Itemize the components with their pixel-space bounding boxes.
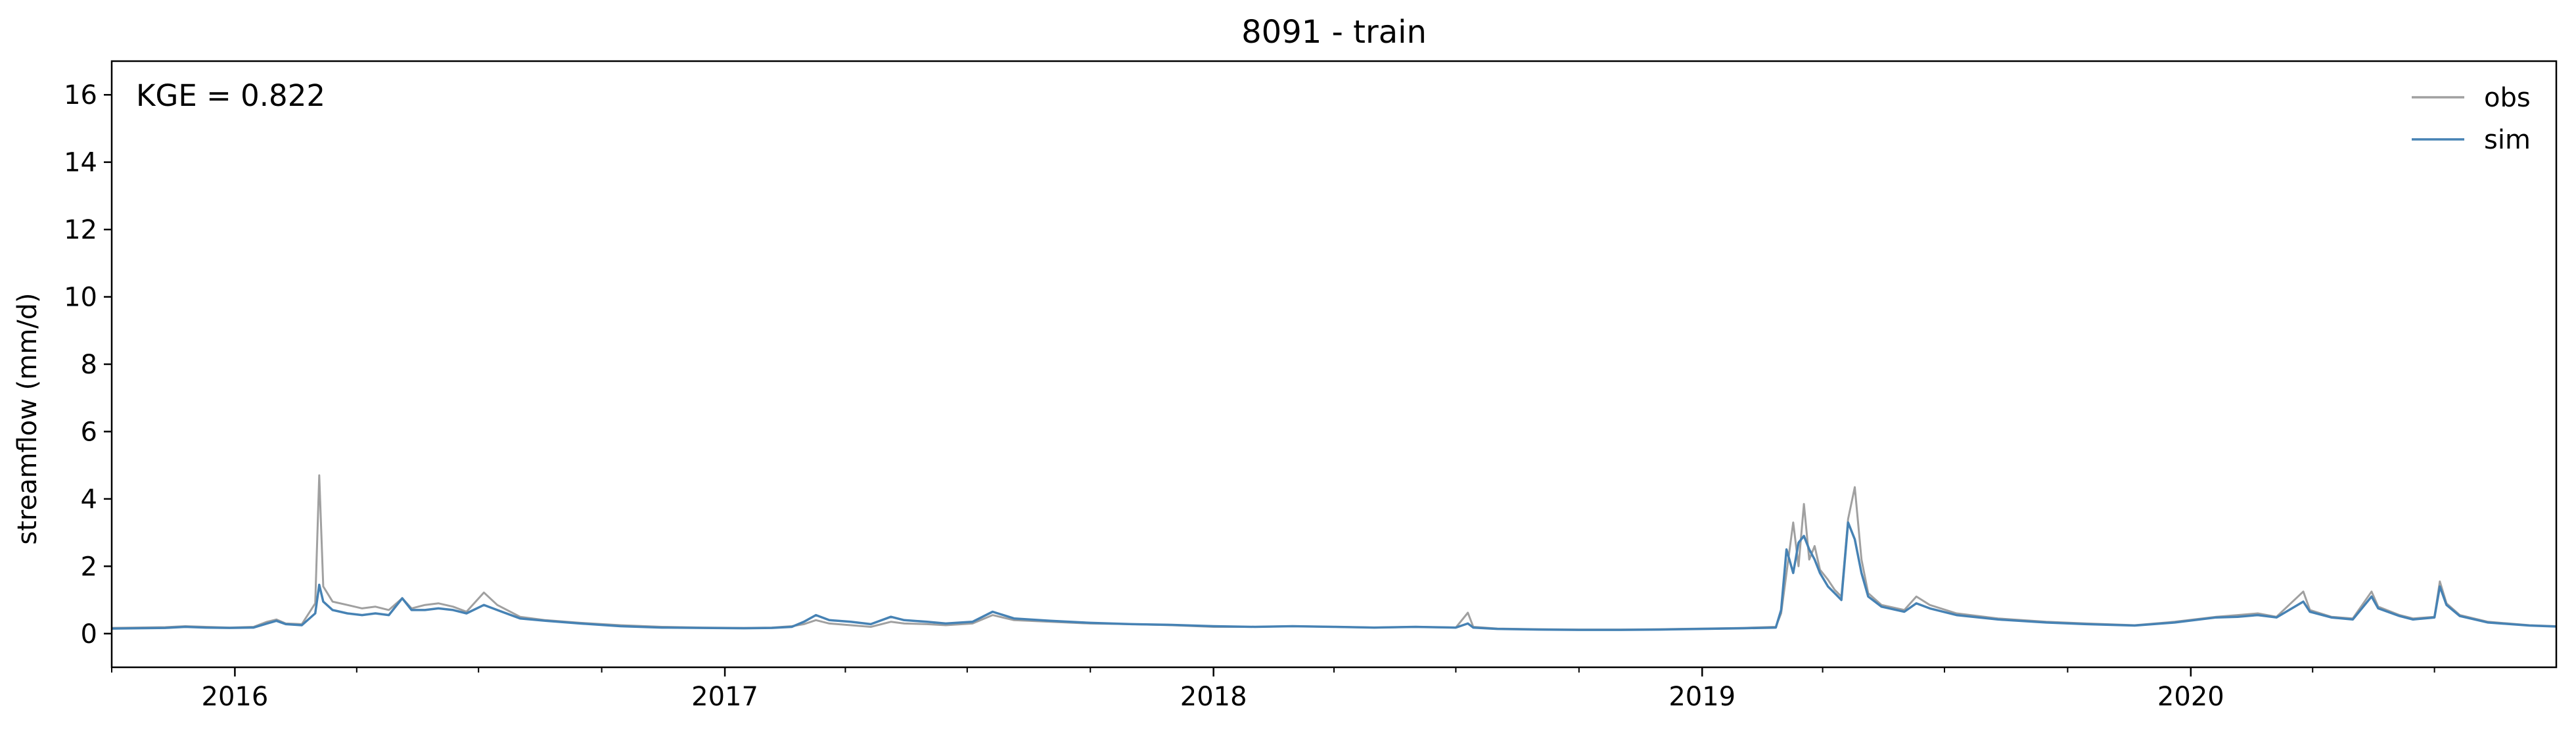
y-tick-label: 0 [81,619,97,650]
x-tick-label: 2017 [691,682,758,712]
axes-layer: 0 2 4 6 8 10 12 14 16 2016 2017 2018 2019 2020 [64,80,2435,712]
y-tick-label: 12 [64,215,97,245]
legend-label-sim: sim [2484,125,2531,155]
series-line-sim [111,521,2557,631]
x-tick-label: 2020 [2157,682,2224,712]
y-tick-label: 10 [64,283,97,313]
kge-annotation: KGE = 0.822 [136,78,325,113]
y-tick-label: 2 [81,552,97,582]
series-layer [111,474,2557,631]
x-tick-label: 2018 [1180,682,1247,712]
chart-title: 8091 - train [1241,14,1427,51]
y-tick-label: 8 [81,350,97,380]
y-tick-label: 16 [64,80,97,110]
x-tick-label: 2016 [202,682,269,712]
y-tick-label: 4 [81,485,97,515]
x-tick-label: 2019 [1668,682,1736,712]
y-axis-title: streamflow (mm/d) [12,293,43,544]
plot-frame [110,60,2558,669]
legend-label-obs: obs [2484,83,2531,113]
legend: obs sim [2412,83,2531,155]
y-tick-label: 14 [64,148,97,178]
y-tick-label: 6 [81,417,97,447]
